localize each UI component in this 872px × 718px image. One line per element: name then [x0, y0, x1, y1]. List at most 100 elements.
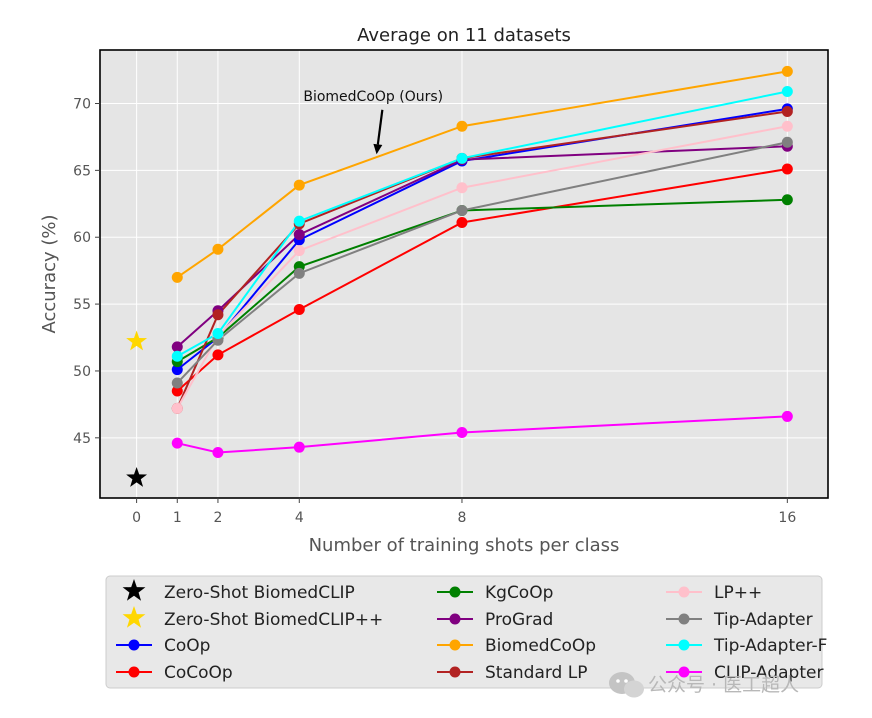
legend-label: BiomedCoOp [485, 636, 596, 656]
data-point-tip-adapter-f [456, 152, 468, 164]
legend-dot-marker [678, 613, 690, 625]
chart-title: Average on 11 datasets [357, 25, 571, 46]
data-point-tip-adapter [456, 204, 468, 216]
zero-shot-markers [126, 330, 148, 487]
data-point-clip-adapter [456, 426, 468, 438]
y-tick-label: 50 [73, 364, 91, 380]
legend-entry-kgcoop: KgCoOp [437, 583, 553, 603]
legend-star-marker [122, 606, 146, 628]
data-point-standard-lp [781, 106, 793, 118]
y-axis-label: Accuracy (%) [39, 214, 60, 333]
watermark-text: 公众号 · 医工超人 [648, 674, 799, 696]
annotation-arrowhead [373, 143, 383, 155]
legend-dot-marker [678, 586, 690, 598]
x-axis-ticks: 0 1 2 4 8 16 [132, 498, 796, 526]
data-point-biomedcoop [781, 65, 793, 77]
x-tick-label: 8 [458, 510, 467, 526]
data-point-biomedcoop [212, 243, 224, 255]
data-point-cocoop [781, 163, 793, 175]
legend-entry-tip-adapter: Tip-Adapter [666, 610, 813, 630]
data-point-tip-adapter [293, 267, 305, 279]
data-point-cocoop [293, 303, 305, 315]
legend-star-marker [122, 579, 146, 601]
annotation: BiomedCoOp (Ours) [303, 89, 443, 155]
data-point-lp [456, 182, 468, 194]
data-point-lp [171, 402, 183, 414]
grid-lines [100, 50, 828, 498]
x-tick-label: 0 [132, 510, 141, 526]
legend-dot-marker [678, 639, 690, 651]
x-axis-label: Number of training shots per class [309, 535, 620, 556]
data-point-tip-adapter-f [781, 85, 793, 97]
legend-label: CoCoOp [164, 663, 233, 683]
data-point-tip-adapter-f [171, 350, 183, 362]
data-point-biomedcoop [293, 179, 305, 191]
legend-label: ProGrad [485, 610, 553, 630]
data-point-prograd [293, 229, 305, 241]
legend-box [105, 575, 823, 689]
legend-dot-marker [678, 666, 690, 678]
data-point-biomedcoop [456, 120, 468, 132]
x-tick-label: 1 [173, 510, 182, 526]
star-point-zero-shot-biomedclip [126, 466, 148, 487]
data-point-kgcoop [781, 194, 793, 206]
data-point-clip-adapter [212, 447, 224, 459]
data-point-cocoop [456, 217, 468, 229]
legend-entry-coop: CoOp [116, 636, 210, 656]
annotation-arrow [376, 109, 384, 145]
star-point-zero-shot-biomedclipplusplus [126, 330, 148, 351]
legend-label: Tip-Adapter-F [713, 636, 827, 656]
data-point-clip-adapter [781, 410, 793, 422]
data-point-lp [781, 120, 793, 132]
wechat-icon [609, 672, 644, 698]
legend-label: Standard LP [485, 663, 587, 683]
data-point-tip-adapter [781, 136, 793, 148]
legend-entry-cocoop: CoCoOp [116, 663, 233, 683]
legend-dot-marker [128, 639, 140, 651]
x-tick-label: 4 [295, 510, 304, 526]
legend-dot-marker [449, 613, 461, 625]
legend-entry-clip-adapter: CLIP-Adapter [666, 663, 823, 683]
data-point-lp [293, 245, 305, 257]
data-point-tip-adapter-f [293, 215, 305, 227]
data-point-cocoop [212, 349, 224, 361]
plot-area: BiomedCoOp (Ours) [99, 49, 829, 499]
annotation-text: BiomedCoOp (Ours) [303, 89, 443, 105]
legend-label: Tip-Adapter [713, 610, 813, 630]
data-point-coop [171, 364, 183, 376]
y-tick-label: 45 [73, 431, 91, 447]
y-tick-label: 65 [73, 163, 91, 179]
legend-entry-tip-adapter-f: Tip-Adapter-F [666, 636, 827, 656]
plot-frame [99, 49, 829, 499]
data-point-tip-adapter [171, 377, 183, 389]
x-tick-label: 16 [778, 510, 796, 526]
legend-dot-marker [449, 639, 461, 651]
y-tick-label: 60 [73, 230, 91, 246]
legend-dot-marker [128, 666, 140, 678]
y-tick-label: 70 [73, 96, 91, 112]
legend-entry-zero-shot-biomedclip: Zero-Shot BiomedCLIP [122, 579, 355, 603]
legend-label: CoOp [164, 636, 210, 656]
data-point-clip-adapter [293, 441, 305, 453]
series-markers [171, 65, 793, 459]
y-tick-label: 55 [73, 297, 91, 313]
legend-label: LP++ [714, 583, 762, 603]
data-point-clip-adapter [171, 437, 183, 449]
data-point-prograd [171, 341, 183, 353]
legend-entry-zero-shot-biomedclipplusplus: Zero-Shot BiomedCLIP++ [122, 606, 383, 630]
legend-entry-standard-lp: Standard LP [437, 663, 587, 683]
legend-label: KgCoOp [485, 583, 553, 603]
data-point-tip-adapter-f [212, 328, 224, 340]
legend-dot-marker [449, 586, 461, 598]
legend-label: Zero-Shot BiomedCLIP++ [164, 610, 383, 630]
legend-entry-prograd: ProGrad [437, 610, 553, 630]
legend-dot-marker [449, 666, 461, 678]
x-tick-label: 2 [213, 510, 222, 526]
legend-label: CLIP-Adapter [714, 663, 823, 683]
legend-entry-biomedcoop: BiomedCoOp [437, 636, 596, 656]
watermark: 公众号 · 医工超人 [609, 672, 799, 698]
y-axis-ticks: 45 50 55 60 65 70 [73, 96, 100, 447]
legend-label: Zero-Shot BiomedCLIP [164, 583, 355, 603]
legend-entry-lpplusplus: LP++ [666, 583, 762, 603]
